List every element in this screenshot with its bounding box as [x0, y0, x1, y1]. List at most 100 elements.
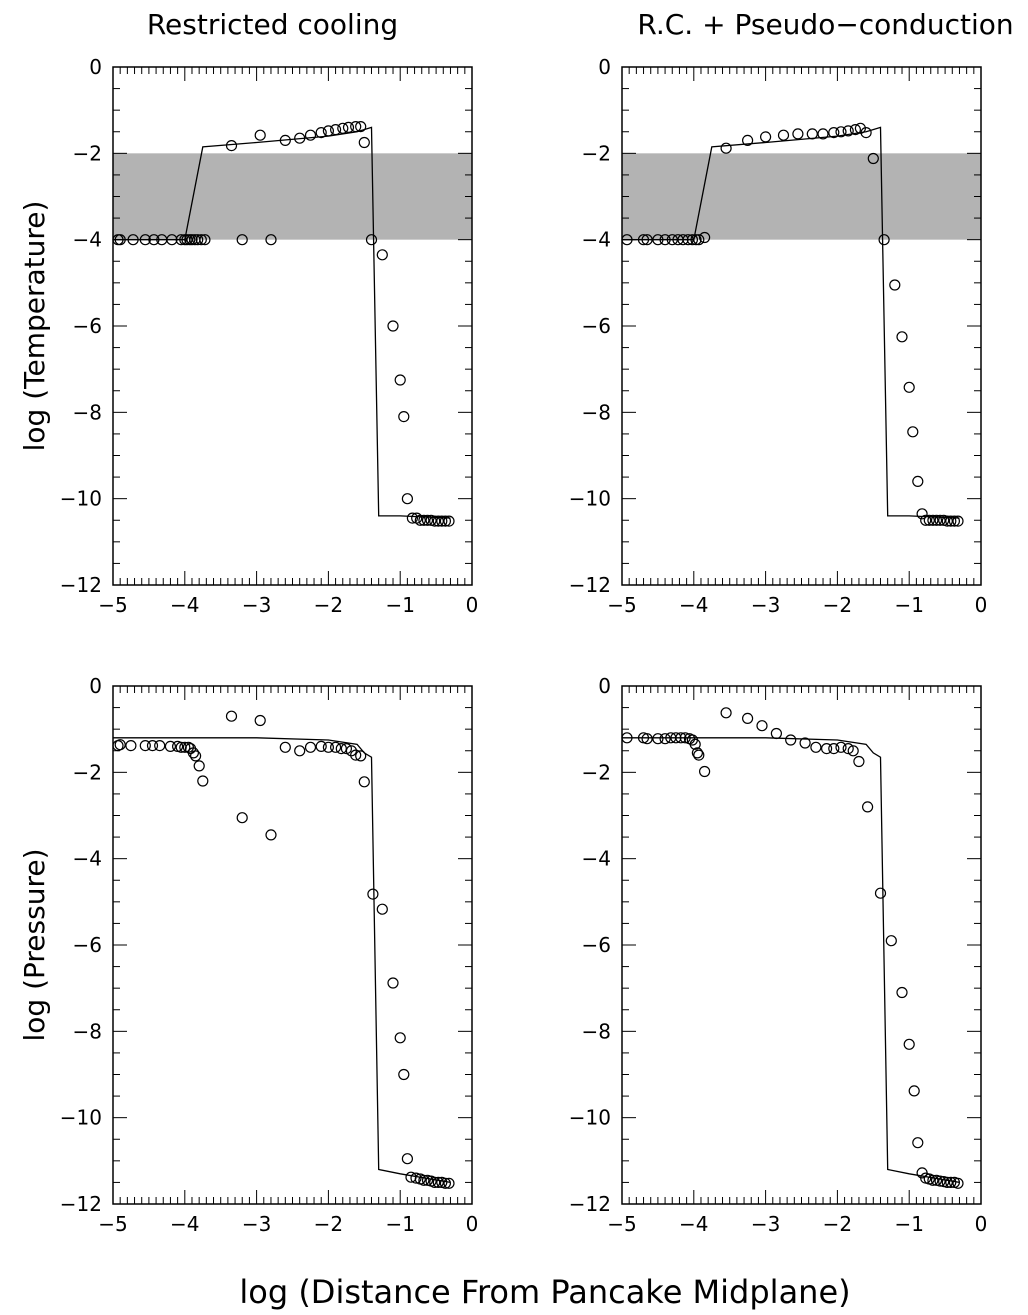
data-point	[199, 234, 211, 246]
x-tick-label: −4	[170, 1212, 199, 1236]
data-point	[920, 514, 932, 526]
data-point	[720, 142, 732, 154]
data-point	[675, 732, 687, 744]
plot-frame	[621, 66, 982, 586]
x-tick-label: 0	[466, 1212, 479, 1236]
y-tick-label: −12	[569, 1192, 611, 1216]
data-point	[398, 1068, 410, 1081]
data-point	[436, 515, 448, 527]
y-tick-label: −2	[582, 760, 611, 784]
data-point	[175, 234, 187, 246]
data-point	[952, 1177, 964, 1189]
y-tick-label: −12	[60, 573, 102, 597]
data-point	[342, 121, 355, 134]
data-point	[874, 887, 887, 899]
data-point	[225, 710, 238, 722]
panel-press-rcpc: −5 −4 −3 −2 −1 00−2−4−6−8−10−12	[569, 674, 988, 1236]
x-tick-label: −1	[385, 593, 414, 617]
data-point	[376, 249, 388, 261]
data-point	[828, 742, 840, 755]
y-tick-label: −8	[73, 400, 102, 424]
data-point	[756, 720, 768, 732]
data-point	[670, 732, 682, 744]
data-point	[181, 234, 193, 246]
y-tick-label: 0	[89, 674, 102, 698]
data-point	[418, 514, 430, 526]
data-point	[401, 1153, 413, 1165]
data-point	[853, 755, 865, 768]
y-tick-label: −2	[73, 760, 102, 784]
data-point	[365, 234, 378, 246]
data-point	[641, 733, 653, 745]
y-tick-label: −2	[582, 141, 611, 165]
data-point	[770, 727, 783, 740]
data-point	[164, 740, 176, 753]
data-point	[350, 749, 362, 761]
data-point	[842, 125, 854, 137]
data-point	[236, 234, 248, 246]
y-tick-label: 0	[598, 55, 611, 79]
data-point	[322, 125, 334, 137]
y-tick-label: 0	[598, 674, 611, 698]
data-point	[912, 475, 924, 487]
data-point	[195, 234, 207, 246]
y-tick-label: −2	[73, 141, 102, 165]
data-point	[186, 234, 198, 246]
data-point	[279, 741, 291, 753]
data-point	[945, 1176, 957, 1189]
panel-title: Restricted cooling	[147, 8, 398, 41]
data-point	[854, 122, 867, 134]
y-tick-label: −6	[582, 933, 611, 957]
y-tick-label: −4	[582, 228, 611, 252]
data-point	[847, 745, 859, 757]
data-point	[698, 231, 711, 244]
x-tick-label: −1	[385, 1212, 414, 1236]
y-tick-label: −10	[569, 487, 611, 511]
y-tick-label: −4	[582, 847, 611, 871]
data-point	[867, 152, 879, 165]
data-point	[652, 733, 664, 745]
data-point	[652, 234, 664, 246]
data-point	[414, 514, 426, 526]
y-tick-label: −6	[73, 933, 102, 957]
plot-frame	[621, 685, 982, 1205]
data-point	[637, 234, 650, 246]
panel-title: R.C. + Pseudo−conduction	[637, 8, 1013, 41]
data-point	[418, 1174, 430, 1186]
data-point	[443, 1177, 455, 1189]
data-point	[912, 1137, 924, 1149]
data-point	[666, 234, 678, 246]
data-point	[861, 801, 874, 813]
x-tick-label: −4	[170, 593, 199, 617]
data-point	[125, 739, 137, 752]
data-point	[934, 1175, 946, 1187]
panel-temp-rcpc: −5 −4 −3 −2 −1 00−2−4−6−8−10−12R.C. + Pseudo−…	[569, 8, 1014, 617]
data-point	[439, 1177, 451, 1189]
data-point	[265, 829, 277, 841]
data-point	[941, 515, 953, 527]
y-tick-label: −6	[73, 314, 102, 338]
data-point	[903, 381, 915, 393]
data-point	[421, 514, 434, 526]
data-point	[907, 426, 919, 438]
model-line	[622, 737, 960, 1184]
data-point	[878, 234, 890, 246]
x-tick-label: −4	[679, 1212, 708, 1236]
data-point	[691, 747, 704, 759]
model-line	[113, 737, 451, 1184]
data-point	[693, 234, 705, 246]
y-tick-label: −4	[73, 228, 102, 252]
data-point	[190, 750, 202, 762]
data-point	[192, 234, 204, 246]
x-tick-label: −3	[751, 1212, 780, 1236]
data-point	[828, 127, 840, 139]
x-tick-label: −2	[823, 593, 852, 617]
data-point	[304, 741, 317, 753]
y-tick-label: −8	[582, 1019, 611, 1043]
data-point	[810, 741, 822, 753]
data-point	[759, 131, 772, 143]
data-point	[720, 707, 732, 719]
plot-frame	[112, 66, 473, 586]
y-tick-label: −10	[60, 1106, 102, 1130]
